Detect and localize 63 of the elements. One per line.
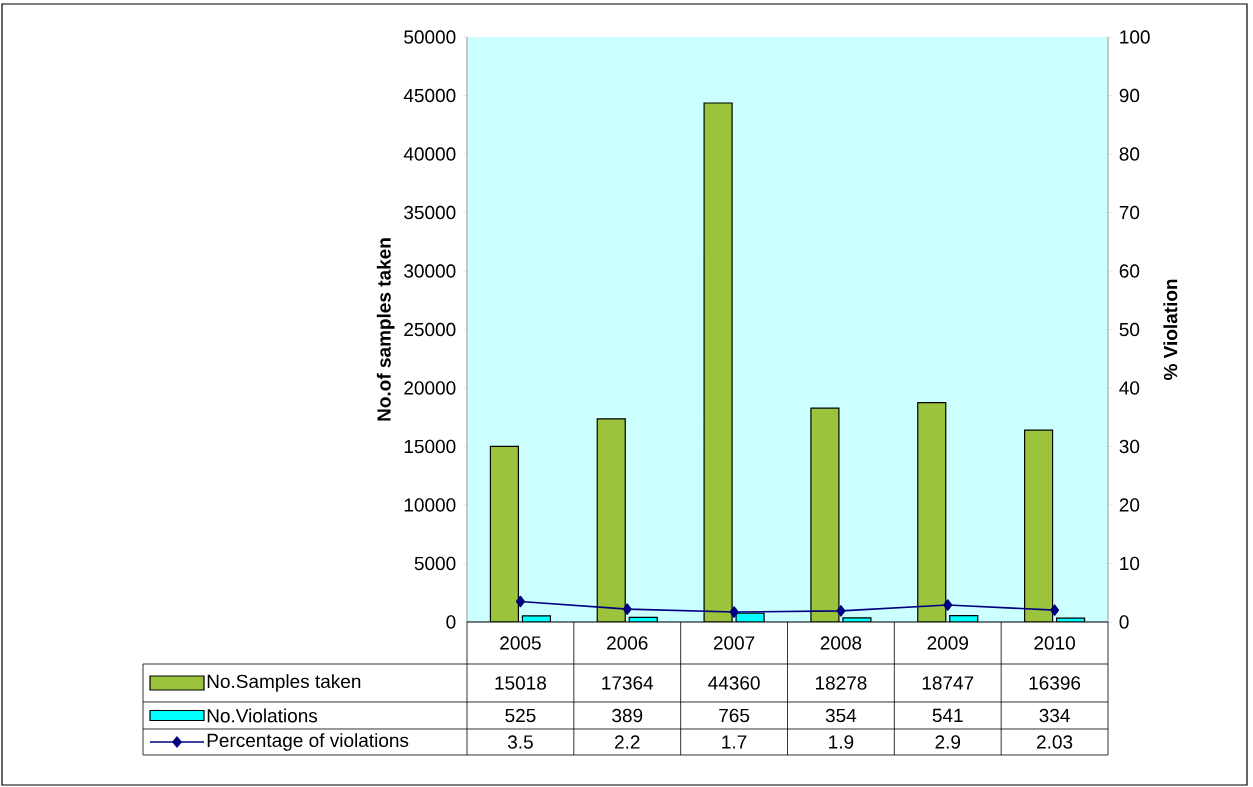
data-label: 44360 bbox=[708, 676, 760, 690]
y-tick-label: 45000 bbox=[403, 88, 456, 103]
data-label: 1.9 bbox=[829, 735, 854, 749]
y2-tick-label: 50 bbox=[1119, 322, 1140, 337]
data-label: 334 bbox=[1039, 708, 1070, 723]
y-tick-label: 35000 bbox=[404, 205, 456, 220]
y2-tick-label: 40 bbox=[1119, 381, 1140, 395]
y-axis-title: No.of samples taken bbox=[376, 238, 395, 421]
legend-label: No.Violations bbox=[207, 708, 318, 723]
point bbox=[943, 599, 953, 611]
y-tick-label: 50000 bbox=[404, 30, 456, 44]
y-tick-label: 15000 bbox=[404, 439, 456, 454]
y-tick-label: 0 bbox=[446, 615, 456, 629]
y-tick-label: 25000 bbox=[404, 322, 456, 337]
x-tick-label: 2008 bbox=[820, 636, 862, 650]
data-label: 3.5 bbox=[507, 735, 533, 749]
bar bbox=[703, 102, 733, 622]
y2-tick-label: 80 bbox=[1119, 147, 1140, 161]
bar bbox=[596, 418, 626, 622]
y-tick-label: 20000 bbox=[404, 381, 456, 395]
data-label: 15018 bbox=[495, 676, 546, 690]
y-tick-label: 40000 bbox=[403, 147, 456, 161]
data-label: 389 bbox=[612, 708, 643, 723]
point bbox=[515, 595, 525, 608]
y2-tick-label: 70 bbox=[1119, 205, 1140, 220]
y-tick-label: 10000 bbox=[404, 498, 456, 512]
data-label: 1.7 bbox=[722, 735, 747, 749]
x-tick-label: 2006 bbox=[607, 636, 648, 650]
y-tick-label: 30000 bbox=[404, 264, 456, 278]
legend-label: No.Samples taken bbox=[207, 674, 361, 692]
data-label: 18747 bbox=[922, 676, 974, 690]
data-label: 2.9 bbox=[935, 735, 961, 749]
y2-tick-label: 100 bbox=[1120, 30, 1150, 44]
point bbox=[622, 603, 632, 615]
bar bbox=[810, 407, 840, 622]
x-tick-label: 2009 bbox=[927, 636, 968, 650]
y2-axis-title: % Violation bbox=[1163, 279, 1178, 381]
y2-tick-label: 0 bbox=[1119, 615, 1129, 629]
bar bbox=[489, 445, 520, 622]
y2-tick-label: 90 bbox=[1119, 88, 1140, 103]
data-label: 765 bbox=[719, 708, 750, 723]
point bbox=[1050, 604, 1060, 616]
y2-tick-label: 30 bbox=[1119, 439, 1140, 454]
data-label: 16396 bbox=[1029, 676, 1081, 690]
x-tick-label: 2007 bbox=[713, 636, 755, 650]
data-label: 17364 bbox=[602, 676, 654, 690]
data-label: 18278 bbox=[815, 676, 867, 690]
legend-label: Percentage of violations bbox=[207, 733, 409, 751]
bar bbox=[917, 402, 947, 622]
y2-tick-label: 10 bbox=[1120, 556, 1140, 571]
y2-tick-label: 60 bbox=[1119, 264, 1140, 278]
bar bbox=[1023, 429, 1054, 622]
data-label: 354 bbox=[825, 708, 857, 723]
y2-tick-label: 20 bbox=[1119, 498, 1140, 512]
data-label: 541 bbox=[932, 708, 963, 723]
data-label: 2.2 bbox=[615, 735, 640, 749]
point bbox=[836, 605, 846, 617]
x-tick-label: 2005 bbox=[500, 636, 541, 650]
point bbox=[729, 606, 739, 618]
y-tick-label: 5000 bbox=[414, 556, 456, 571]
data-label: 525 bbox=[505, 708, 536, 723]
data-label: 2.03 bbox=[1037, 735, 1073, 749]
x-tick-label: 2010 bbox=[1034, 636, 1075, 650]
